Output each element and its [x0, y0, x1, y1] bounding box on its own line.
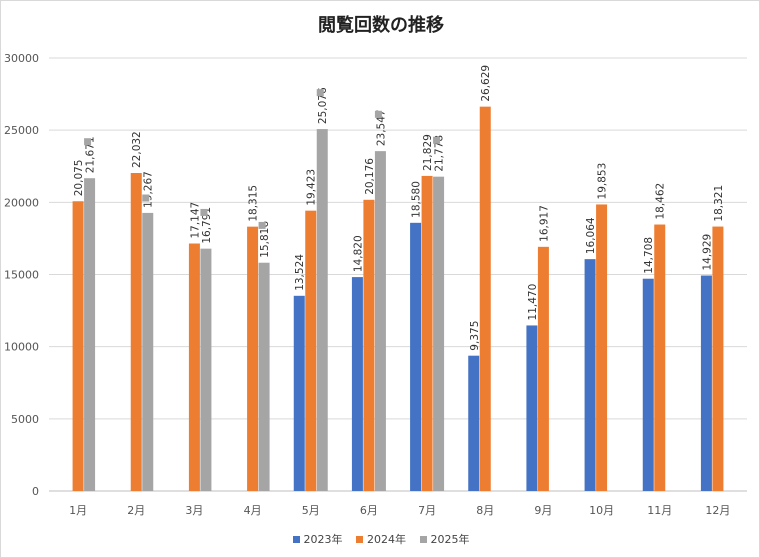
- data-label: 25,076: [317, 87, 329, 124]
- data-label: 19,267: [143, 171, 155, 208]
- data-label: 13,524: [294, 254, 306, 291]
- marker: [374, 110, 382, 118]
- x-tick-label: 1月: [69, 504, 87, 517]
- bar-2023: [526, 325, 538, 491]
- legend-swatch-2023: [292, 535, 300, 543]
- bar-2024: [247, 226, 259, 491]
- legend-swatch-2024: [356, 535, 363, 543]
- data-label: 16,064: [585, 217, 597, 254]
- legend: 2023年 2024年 2025年: [1, 531, 759, 547]
- x-tick-label: 11月: [647, 504, 672, 517]
- data-label: 21,778: [434, 135, 446, 172]
- legend-item-2023: 2023年: [292, 531, 343, 547]
- bar-2023: [468, 355, 480, 491]
- data-label: 19,853: [597, 163, 609, 200]
- x-tick-label: 3月: [185, 504, 203, 517]
- data-label: 20,075: [73, 160, 85, 197]
- data-label: 21,829: [422, 134, 434, 171]
- bar-2025: [433, 176, 445, 491]
- bar-2023: [584, 259, 596, 491]
- bar-2023: [700, 275, 712, 491]
- chart-title: 閲覧回数の推移: [318, 15, 444, 36]
- marker: [142, 194, 150, 202]
- bar-2025: [84, 178, 96, 491]
- bar-2023: [410, 222, 422, 491]
- legend-label-2023: 2023年: [303, 533, 343, 546]
- bar-2025: [258, 262, 270, 491]
- legend-label-2024: 2024年: [367, 533, 406, 546]
- data-label: 9,375: [469, 321, 481, 351]
- y-tick-label: 10000: [4, 341, 39, 354]
- data-label: 16,917: [538, 205, 550, 242]
- x-tick-label: 10月: [589, 504, 614, 517]
- y-tick-label: 30000: [4, 52, 39, 65]
- bar-2024: [479, 106, 491, 491]
- data-label: 16,791: [201, 207, 213, 244]
- data-label: 11,470: [527, 284, 539, 321]
- data-label: 20,176: [364, 158, 376, 195]
- marker: [84, 138, 92, 146]
- data-label: 26,629: [480, 65, 492, 102]
- data-label: 18,462: [655, 183, 667, 220]
- y-tick-label: 20000: [4, 196, 39, 209]
- x-tick-label: 8月: [476, 504, 494, 517]
- bar-2023: [351, 277, 363, 491]
- bar-2025: [316, 129, 328, 491]
- bar-2024: [72, 201, 84, 491]
- marker: [200, 208, 208, 216]
- legend-label-2025: 2025年: [430, 533, 470, 546]
- bar-2025: [374, 151, 386, 491]
- marker: [258, 221, 266, 229]
- bar-2024: [130, 173, 142, 491]
- bar-2023: [293, 295, 305, 491]
- x-tick-label: 5月: [302, 504, 320, 517]
- y-tick-label: 0: [32, 485, 39, 498]
- data-label: 21,671: [85, 136, 97, 173]
- y-tick-label: 25000: [4, 124, 39, 137]
- marker: [316, 89, 324, 97]
- data-label: 22,032: [131, 131, 143, 168]
- bar-2025: [142, 212, 154, 491]
- data-label: 18,321: [713, 185, 725, 222]
- x-tick-label: 12月: [705, 504, 730, 517]
- y-tick-label: 5000: [11, 413, 39, 426]
- bar-2024: [596, 204, 608, 492]
- data-label: 14,820: [352, 235, 364, 272]
- bar-2024: [305, 210, 317, 491]
- legend-item-2024: 2024年: [356, 531, 406, 547]
- bar-2023: [642, 278, 654, 491]
- bar-2024: [363, 199, 375, 491]
- bar-2024: [537, 246, 549, 491]
- y-tick-label: 15000: [4, 269, 39, 282]
- bar-2024: [654, 224, 666, 491]
- data-label: 14,929: [701, 234, 713, 271]
- bar-2024: [421, 175, 433, 492]
- data-label: 14,708: [643, 237, 655, 274]
- data-label: 18,580: [411, 181, 423, 218]
- marker: [433, 136, 441, 144]
- data-label: 23,547: [375, 109, 387, 146]
- legend-swatch-2025: [419, 535, 427, 543]
- x-tick-label: 2月: [127, 504, 145, 517]
- x-tick-label: 9月: [534, 504, 552, 517]
- legend-item-2025: 2025年: [419, 531, 470, 547]
- data-label: 17,147: [189, 202, 201, 239]
- x-tick-label: 6月: [360, 504, 378, 517]
- data-label: 19,423: [306, 169, 318, 206]
- x-tick-label: 7月: [418, 504, 436, 517]
- x-tick-label: 4月: [244, 504, 262, 517]
- bar-2025: [200, 248, 212, 491]
- data-label: 18,315: [248, 185, 260, 222]
- bar-2024: [712, 226, 724, 491]
- data-label: 15,816: [259, 221, 271, 258]
- bar-2024: [188, 243, 200, 491]
